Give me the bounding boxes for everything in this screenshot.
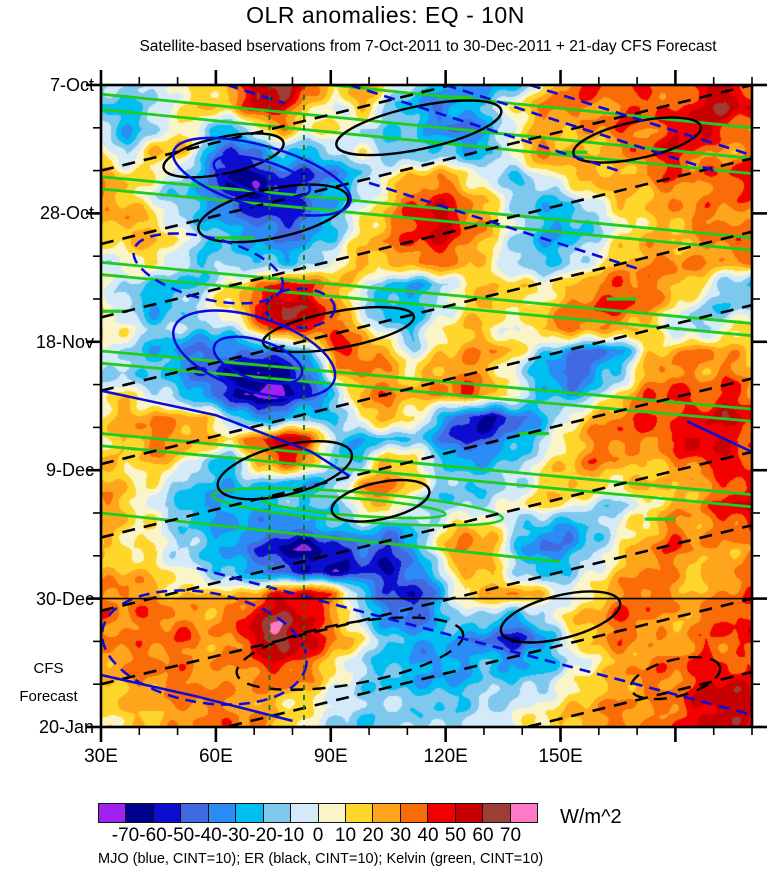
x-tick-label: 120E — [423, 746, 468, 767]
chart-title: OLR anomalies: EQ - 10N — [246, 2, 525, 28]
colorbar-segment — [428, 804, 456, 822]
colorbar-tick-label: -30 — [221, 825, 250, 846]
colorbar-tick-label: 10 — [334, 825, 357, 846]
colorbar-tick-label: 70 — [499, 825, 522, 846]
colorbar-tick-label: 20 — [362, 825, 384, 846]
colorbar-segment — [208, 804, 237, 822]
colorbar-segment — [483, 804, 511, 822]
colorbar-segment — [318, 804, 346, 822]
colorbar-tick-label: -70 — [111, 825, 140, 846]
colorbar-segment — [373, 804, 401, 822]
x-tick-label: 150E — [538, 746, 583, 767]
colorbar — [98, 803, 538, 823]
cfs-forecast-label-line2: Forecast — [19, 688, 78, 705]
colorbar-segment — [345, 804, 374, 822]
colorbar-tick-label: -40 — [194, 825, 222, 846]
colorbar-segment — [400, 804, 429, 822]
legend-caption: MJO (blue, CINT=10); ER (black, CINT=10)… — [98, 851, 544, 867]
colorbar-segment — [99, 804, 127, 822]
colorbar-tick-label: 40 — [417, 825, 439, 846]
y-tick-label: 18-Nov — [35, 331, 94, 352]
colorbar-segment — [126, 804, 154, 822]
colorbar-tick-label: 0 — [312, 825, 324, 846]
y-tick-label: 28-Oct — [39, 203, 94, 224]
y-tick-label: 9-Dec — [45, 460, 94, 481]
colorbar-tick-label: -50 — [166, 825, 195, 846]
y-tick-label: 30-Dec — [35, 588, 94, 609]
colorbar-segment — [291, 804, 319, 822]
colorbar-tick-label: -60 — [139, 825, 167, 846]
colorbar-segment — [455, 804, 484, 822]
colorbar-segment — [263, 804, 292, 822]
hovmoller-anomaly-field — [101, 85, 752, 727]
chart-subtitle: Satellite-based bservations from 7-Oct-2… — [139, 38, 717, 55]
colorbar-unit-label: W/m^2 — [560, 806, 622, 828]
colorbar-tick-label: -10 — [276, 825, 305, 846]
colorbar-tick-label: 50 — [444, 825, 467, 846]
colorbar-segment — [153, 804, 182, 822]
x-tick-label: 90E — [313, 746, 348, 767]
y-tick-label: 7-Oct — [49, 75, 94, 95]
colorbar-segment — [236, 804, 264, 822]
colorbar-tick-label: -20 — [249, 825, 277, 846]
cfs-forecast-label-line1: CFS — [33, 660, 64, 677]
y-tick-label: 20-Jan — [38, 717, 94, 737]
colorbar-tick-label: 30 — [389, 825, 412, 846]
colorbar-tick-label: 60 — [472, 825, 494, 846]
colorbar-segment — [510, 804, 537, 822]
x-tick-label: 60E — [198, 746, 233, 767]
colorbar-segment — [181, 804, 209, 822]
x-tick-label: 30E — [84, 746, 118, 767]
